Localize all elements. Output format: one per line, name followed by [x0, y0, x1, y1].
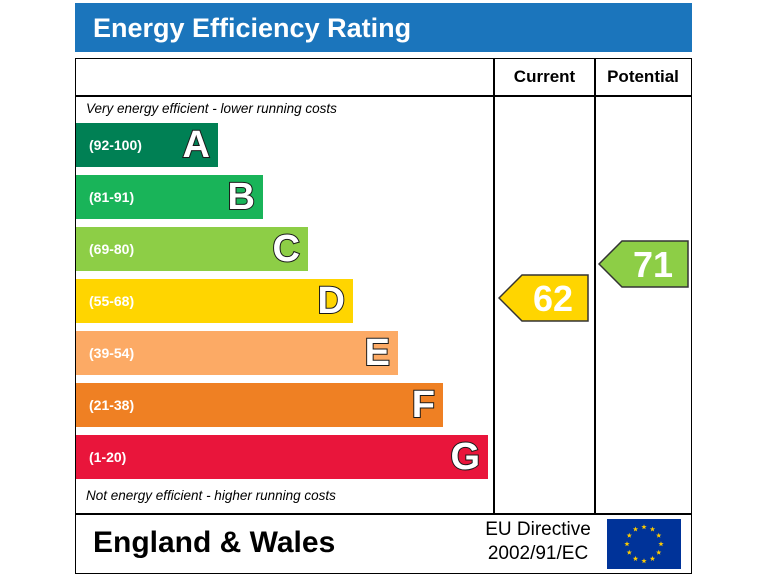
- eu-star-icon: [626, 532, 632, 538]
- eu-star-icon: [632, 526, 639, 532]
- band-g: (1-20) G: [76, 435, 488, 479]
- band-b: (81-91) B: [76, 175, 263, 219]
- eu-star-icon: [624, 541, 630, 547]
- band-letter: B: [227, 175, 256, 219]
- footer-row-divider: [75, 513, 692, 515]
- band-letter: D: [317, 279, 346, 323]
- band-range-label: (81-91): [89, 189, 135, 205]
- column-header-current: Current: [513, 67, 576, 86]
- eu-flag-icon: [607, 519, 681, 569]
- band-range-label: (1-20): [89, 449, 127, 465]
- caption-bottom: Not energy efficient - higher running co…: [86, 488, 336, 503]
- potential-rating-arrow: 71: [598, 240, 689, 288]
- current-rating-arrow: 62: [498, 274, 589, 322]
- band-range-label: (92-100): [89, 137, 142, 153]
- band-letter: G: [449, 435, 481, 479]
- header-banner: Energy Efficiency Rating: [75, 3, 692, 52]
- band-letter: E: [364, 331, 391, 375]
- eu-star-icon: [656, 549, 662, 555]
- eu-star-icon: [641, 558, 647, 564]
- band-c: (69-80) C: [76, 227, 308, 271]
- band-letter: A: [182, 123, 211, 167]
- band-f: (21-38) F: [76, 383, 443, 427]
- eu-star-icon: [649, 526, 656, 532]
- caption-top: Very energy efficient - lower running co…: [86, 101, 337, 116]
- band-e: (39-54) E: [76, 331, 398, 375]
- band-letter: C: [272, 227, 301, 271]
- band-d: (55-68) D: [76, 279, 353, 323]
- current-rating-value: 62: [533, 278, 573, 319]
- header-row-divider: [75, 95, 692, 97]
- eu-star-icon: [658, 541, 664, 547]
- page-title: Energy Efficiency Rating: [93, 13, 412, 43]
- band-a: (92-100) A: [76, 123, 218, 167]
- potential-rating-value: 71: [633, 244, 673, 285]
- eu-star-icon: [641, 524, 647, 530]
- eu-star-icon: [632, 555, 639, 561]
- band-range-label: (21-38): [89, 397, 135, 413]
- band-range-label: (39-54): [89, 345, 135, 361]
- column-divider-current: [493, 58, 495, 514]
- eu-directive-line1: EU Directive: [485, 519, 591, 540]
- eu-star-icon: [626, 549, 632, 555]
- eu-star-icon: [649, 555, 656, 561]
- eu-directive-label: EU Directive 2002/91/EC: [476, 518, 600, 566]
- band-range-label: (55-68): [89, 293, 135, 309]
- region-label: England & Wales: [93, 526, 336, 559]
- column-divider-potential: [594, 58, 596, 514]
- eu-star-icon: [656, 532, 662, 538]
- band-letter: F: [411, 383, 436, 427]
- column-header-potential: Potential: [607, 67, 679, 86]
- band-range-label: (69-80): [89, 241, 135, 257]
- rating-table-frame: [75, 58, 692, 574]
- eu-directive-line2: 2002/91/EC: [487, 543, 589, 564]
